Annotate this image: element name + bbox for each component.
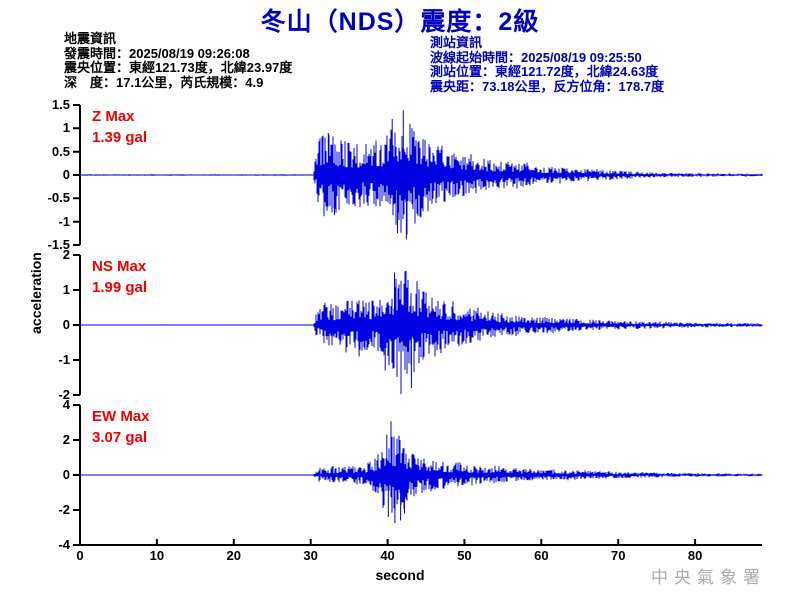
y-tick-label: -2: [58, 502, 70, 517]
x-axis: [79, 539, 762, 546]
event-info-block: 地震資訊 發震時間：2025/08/19 09:26:08 震央位置：東經121…: [64, 31, 293, 90]
x-tick-label: 20: [226, 548, 241, 563]
page-title: 冬山（NDS）震度：2級: [260, 8, 540, 36]
ew-waveform: [79, 421, 763, 524]
y-tick-label: -0.5: [47, 190, 70, 206]
agency-watermark: 中央氣象署: [651, 568, 766, 587]
z-max-label: Z Max 1.39 gal: [92, 106, 147, 148]
x-tick-label: 40: [380, 548, 395, 563]
y-tick-label: -1: [58, 213, 70, 229]
y-tick-label: 0.5: [51, 143, 70, 159]
x-tick-label: 10: [149, 548, 165, 563]
ns-max-value: 1.99 gal: [92, 279, 148, 296]
y-tick-label: -1: [58, 352, 70, 367]
x-tick-label: 80: [687, 548, 703, 563]
ns-max-title: NS Max: [92, 258, 147, 275]
y-tick-label: 2: [62, 247, 70, 262]
station-wave-start-time: 波線起始時間：2025/08/19 09:25:50: [430, 49, 642, 65]
station-info-block: 測站資訊 波線起始時間：2025/08/19 09:25:50 測站位置：東經1…: [430, 35, 665, 94]
station-info-heading: 測站資訊: [430, 35, 483, 50]
event-depth-magnitude: 深 度：17.1公里，芮氏規模：4.9: [64, 74, 264, 90]
ew-max-label: EW Max 3.07 gal: [92, 406, 150, 448]
station-distance-azimuth: 震央距：73.18公里，反方位角：178.7度: [430, 78, 665, 94]
x-tick-label: 30: [303, 548, 318, 563]
ns-max-label: NS Max 1.99 gal: [92, 256, 147, 298]
y-tick-label: -4: [58, 537, 70, 552]
station-location: 測站位置：東經121.72度，北緯24.63度: [430, 64, 659, 80]
y-tick-label: 1: [62, 120, 70, 136]
y-tick-label: 0: [62, 317, 70, 332]
event-origin-time: 發震時間：2025/08/19 09:26:08: [64, 45, 250, 61]
y-tick-label: -1.5: [47, 237, 70, 252]
y-tick-label: 2: [62, 432, 70, 447]
y-tick-label: 0: [62, 167, 70, 182]
z-max-value: 1.39 gal: [92, 129, 148, 146]
ew-y-axis: [73, 404, 81, 546]
event-info-heading: 地震資訊: [64, 31, 117, 46]
y-tick-label: 4: [62, 397, 70, 412]
x-tick-label: 60: [534, 548, 549, 563]
y-tick-label: 1.5: [51, 97, 70, 112]
ns-waveform: [79, 270, 763, 394]
y-tick-label: 1: [62, 282, 70, 297]
ew-max-value: 3.07 gal: [92, 429, 148, 446]
ew-max-title: EW Max: [92, 408, 150, 425]
z-waveform: [79, 110, 763, 240]
x-tick-label: 70: [610, 548, 626, 563]
z-y-axis: [73, 104, 81, 246]
x-tick-label: 50: [457, 548, 472, 563]
x-axis-label: second: [375, 567, 425, 583]
y-tick-label: 0: [62, 467, 70, 482]
y-tick-label: -2: [58, 387, 70, 402]
event-epicenter: 震央位置：東經121.73度，北緯23.97度: [64, 60, 293, 76]
z-max-title: Z Max: [92, 108, 135, 125]
ns-y-axis: [73, 254, 81, 396]
x-tick-label: 0: [76, 548, 84, 563]
